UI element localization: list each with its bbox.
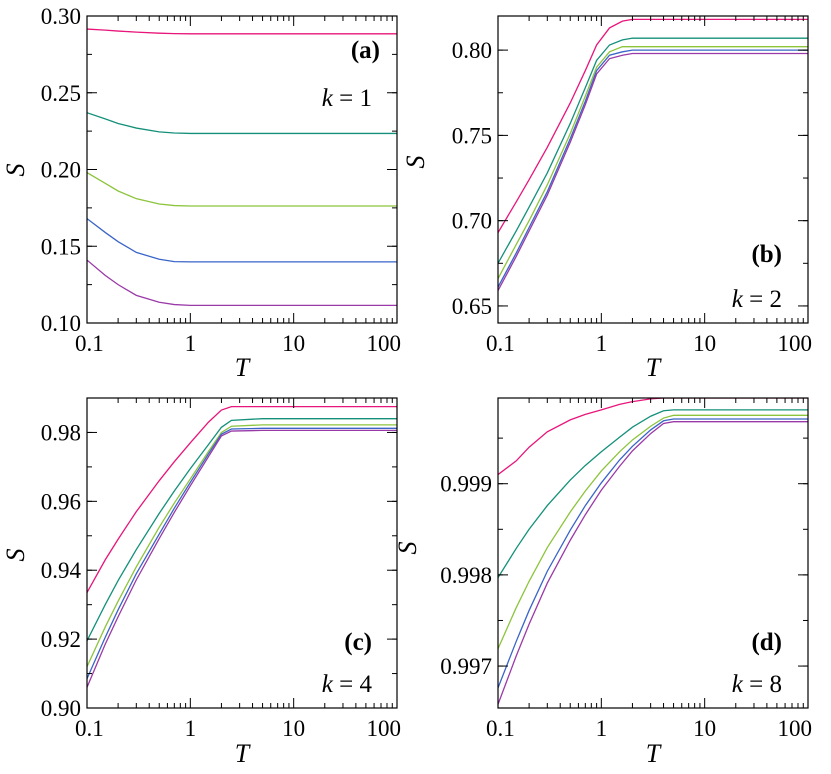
panel-b-series-line-5 <box>498 52 808 291</box>
panel-a-x-tick-label: 100 <box>367 331 402 356</box>
panel-c-x-title: T <box>235 739 251 768</box>
panel-c-x-tick-label: 10 <box>282 716 305 741</box>
panel-d-series-line-5 <box>498 421 808 705</box>
panel-d-x-tick-label: 1 <box>596 716 608 741</box>
panel-a-y-tick-label: 0.25 <box>41 81 81 106</box>
panel-a-y-tick-label: 0.30 <box>41 4 81 29</box>
panel-d-label: (d) <box>751 629 782 656</box>
panel-b-y-tick-label: 0.80 <box>452 38 492 63</box>
panel-b-y-tick-label: 0.70 <box>452 209 492 234</box>
panel-a-k-var: k <box>322 85 334 112</box>
panel-d-x-tick-label: 0.1 <box>486 716 515 741</box>
panel-a-k-label: k = 1 <box>322 85 372 112</box>
panel-d-x-title: T <box>646 739 662 768</box>
panel-a-y-tick-label: 0.15 <box>41 234 81 259</box>
panel-d-y-tick-label: 0.998 <box>440 563 492 588</box>
panel-a: (a) k = 1 T S 0.1 1 10 100 0.10 0.15 0.20 0.25 0… <box>1 4 401 382</box>
panel-d-y-tick-label: 0.997 <box>440 654 492 679</box>
panel-a-series-line-1 <box>87 28 397 35</box>
panel-a-series-line-2 <box>87 112 397 135</box>
panel-b-series-line-2 <box>498 37 808 264</box>
panel-c-axis-frame <box>86 397 398 709</box>
panel-a-x-tick-label: 10 <box>282 331 305 356</box>
panel-b-x-tick-label: 10 <box>693 331 716 356</box>
panel-a-x-tick-label: 0.1 <box>75 331 104 356</box>
panel-d-series-group <box>498 398 808 705</box>
panel-d-k-value: = 8 <box>743 671 782 698</box>
panel-c-y-tick-label: 0.98 <box>41 420 81 445</box>
panel-d: (d) k = 8 T S 0.1 1 10 100 0.997 0.998 0.999 <box>393 397 813 768</box>
panel-b-x-title: T <box>646 353 662 382</box>
panel-d-series-line-3 <box>498 414 808 650</box>
panel-c-x-tick-label: 100 <box>367 716 402 741</box>
panel-c-k-value: = 4 <box>333 671 373 698</box>
panel-b-y-tick-label: 0.65 <box>452 294 492 319</box>
panel-b-k-label: k = 2 <box>732 286 782 313</box>
panel-d-k-var: k <box>732 671 744 698</box>
panel-d-x-tick-label: 10 <box>693 716 716 741</box>
panel-d-series-line-1 <box>498 398 808 476</box>
panel-b: (b) k = 2 T S 0.1 1 10 100 0.65 0.70 0.75 0.80 <box>401 15 813 382</box>
panel-b-k-value: = 2 <box>743 286 782 313</box>
panel-c-k-label: k = 4 <box>322 671 373 698</box>
panel-d-y-title: S <box>393 542 422 555</box>
panel-b-series-group <box>498 18 808 291</box>
panel-a-y-title: S <box>1 164 30 177</box>
panel-c-label: (c) <box>344 629 372 656</box>
panel-c-series-line-4 <box>87 427 397 679</box>
panel-a-x-title: T <box>235 353 251 382</box>
panel-b-label: (b) <box>751 241 782 268</box>
panel-c-series-line-3 <box>87 424 397 667</box>
panel-a-x-tick-label: 1 <box>185 331 197 356</box>
panel-c-k-var: k <box>322 671 334 698</box>
panel-d-k-label: k = 8 <box>732 671 782 698</box>
panel-d-series-line-4 <box>498 418 808 689</box>
panel-a-series-line-4 <box>87 218 397 263</box>
panel-c-y-tick-label: 0.96 <box>41 489 81 514</box>
panel-a-y-tick-label: 0.10 <box>41 311 81 336</box>
panel-b-x-tick-label: 100 <box>778 331 813 356</box>
panel-b-x-tick-label: 1 <box>596 331 608 356</box>
panel-b-series-line-4 <box>498 49 808 288</box>
panel-a-k-value: = 1 <box>333 85 372 112</box>
panel-d-axis-frame <box>497 397 809 709</box>
panel-d-y-tick-label: 0.999 <box>440 472 492 497</box>
panel-c-x-tick-label: 0.1 <box>75 716 104 741</box>
panel-c: (c) k = 4 T S 0.1 1 10 100 0.90 0.92 0.94 0.96 0… <box>1 397 402 768</box>
panel-d-series-line-2 <box>498 409 808 578</box>
panel-a-series-line-5 <box>87 259 397 307</box>
panel-c-series-line-5 <box>87 429 397 688</box>
panel-b-y-tick-label: 0.75 <box>452 123 492 148</box>
panel-b-series-line-3 <box>498 46 808 279</box>
panel-c-x-tick-label: 1 <box>185 716 197 741</box>
panel-c-y-title: S <box>1 549 30 562</box>
panel-c-series-line-1 <box>87 405 397 593</box>
panel-c-y-tick-label: 0.90 <box>41 696 81 721</box>
panel-a-y-tick-label: 0.20 <box>41 158 81 183</box>
panel-b-axis-frame <box>497 15 809 324</box>
panel-b-y-title: S <box>401 156 430 169</box>
panel-a-series-line-3 <box>87 172 397 207</box>
panel-d-x-tick-label: 100 <box>778 716 813 741</box>
panel-c-series-line-2 <box>87 418 397 642</box>
panel-c-series-group <box>87 405 397 688</box>
panel-a-series-group <box>87 28 397 307</box>
panel-b-series-line-1 <box>498 18 808 233</box>
panel-c-y-tick-label: 0.92 <box>41 627 81 652</box>
panel-b-k-var: k <box>732 286 744 313</box>
panel-c-y-tick-label: 0.94 <box>41 558 82 583</box>
panel-b-x-tick-label: 0.1 <box>486 331 515 356</box>
panel-a-label: (a) <box>351 37 380 64</box>
